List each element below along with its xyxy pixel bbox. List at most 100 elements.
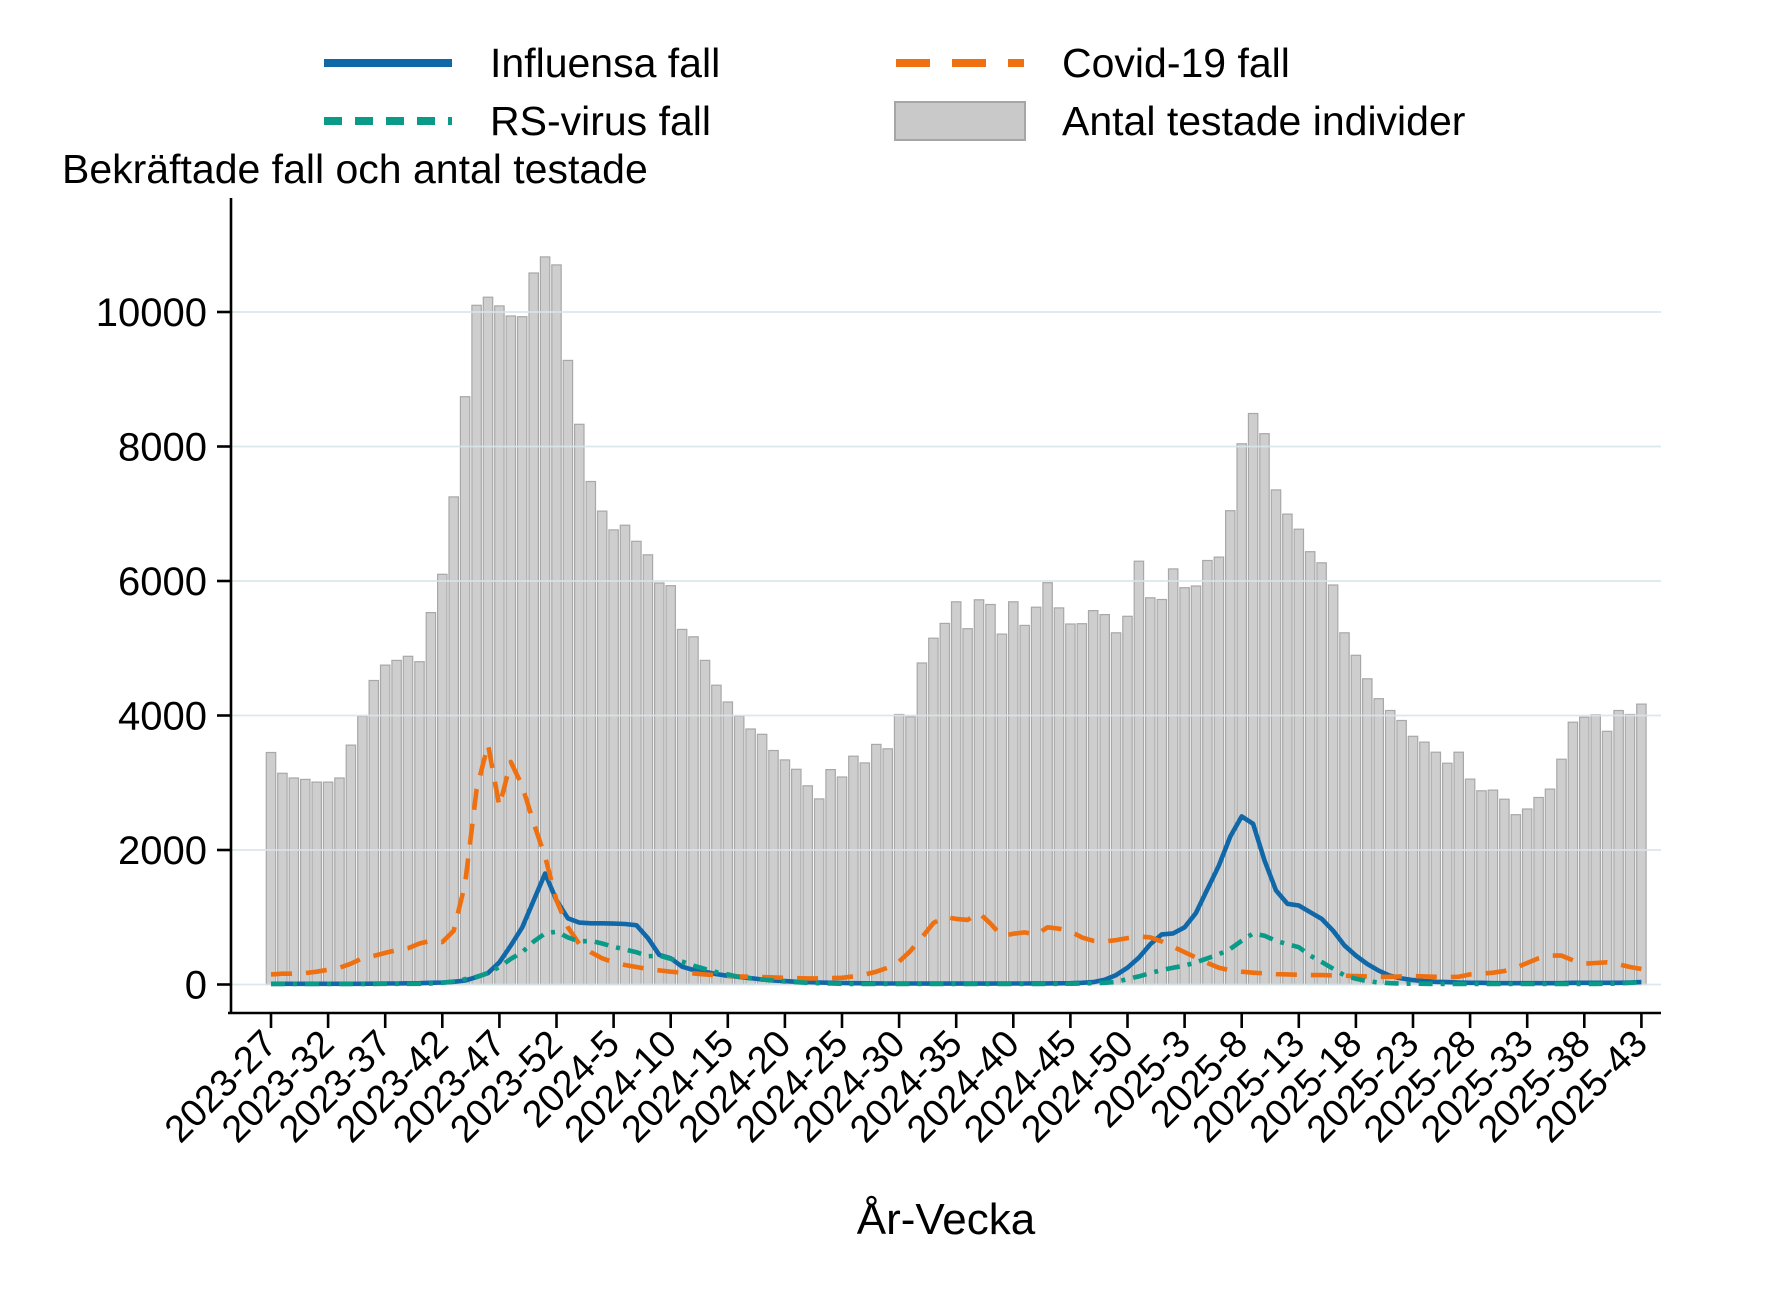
bar-week-2024-45: [1065, 623, 1076, 986]
bar-week-2023-52: [551, 264, 562, 986]
bar-week-2023-41: [425, 611, 437, 986]
bar-week-2025-29: [1476, 790, 1487, 986]
bar-week-2023-47: [494, 305, 505, 986]
legend: Influensa fall Covid-19 fall RS-virus fa…: [322, 34, 1492, 150]
bar-week-2023-33: [334, 777, 345, 986]
bar-week-2024-17: [745, 728, 756, 986]
legend-key-covid-line: [894, 34, 1026, 92]
bar-week-2024-23: [813, 798, 825, 986]
bar-week-2024-49: [1110, 632, 1122, 986]
bar-week-2024-7: [631, 540, 642, 986]
bar-week-2024-33: [928, 637, 939, 986]
bar-week-2024-21: [790, 768, 802, 986]
bar-week-2025-11: [1270, 489, 1282, 986]
bars-antal-testade: [265, 256, 1647, 986]
bar-week-2024-42: [1030, 606, 1042, 986]
bar-week-2024-11: [676, 628, 688, 986]
y-tick-label-2000: 2000: [118, 829, 207, 873]
bar-week-2024-4: [596, 510, 608, 986]
bar-week-2025-24: [1419, 741, 1430, 986]
bar-week-2025-2: [1167, 568, 1179, 986]
bar-week-2024-43: [1042, 582, 1053, 986]
bar-week-2024-28: [870, 743, 882, 986]
bar-week-2024-10: [665, 585, 676, 986]
bar-week-2023-37: [379, 664, 391, 986]
bar-week-2023-29: [288, 777, 300, 986]
bar-week-2025-43: [1636, 703, 1647, 986]
bar-week-2024-9: [653, 582, 665, 986]
bar-week-2024-24: [825, 768, 836, 986]
axes: 02000400060008000100002023-272023-322023…: [96, 198, 1661, 1151]
bar-week-2023-27: [265, 751, 277, 986]
bar-week-2024-50: [1122, 615, 1133, 986]
bar-week-2025-36: [1556, 758, 1567, 986]
bar-week-2025-25: [1430, 751, 1442, 986]
bar-week-2024-5: [608, 529, 619, 986]
bar-week-2025-18: [1350, 654, 1362, 986]
bar-week-2024-47: [1087, 609, 1099, 986]
bar-week-2024-1: [562, 359, 574, 986]
bar-week-2025-31: [1499, 798, 1510, 986]
bar-week-2024-8: [642, 554, 654, 986]
bar-week-2024-15: [722, 701, 734, 986]
bar-week-2024-36: [962, 628, 973, 986]
bar-week-2024-37: [973, 599, 985, 986]
bar-week-2025-8: [1236, 443, 1247, 986]
legend-key-tested-swatch: [894, 92, 1026, 150]
bar-week-2025-22: [1396, 719, 1407, 986]
bar-week-2023-31: [311, 781, 322, 986]
bar-week-2023-28: [277, 772, 288, 986]
bar-week-2024-34: [939, 622, 951, 986]
x-axis-title: År-Vecka: [856, 1195, 1036, 1244]
bar-week-2023-30: [300, 778, 311, 986]
bar-week-2024-29: [882, 748, 893, 986]
legend-label-tested: Antal testade individer: [1062, 97, 1466, 144]
bar-week-2024-13: [699, 659, 711, 986]
bar-week-2025-4: [1190, 585, 1202, 986]
bar-week-2024-2: [573, 423, 585, 986]
bar-week-2025-19: [1361, 678, 1373, 986]
bar-week-2024-52: [1144, 597, 1156, 986]
bar-week-2025-9: [1247, 412, 1259, 986]
y-axis-title: Bekräftade fall och antal testade: [62, 146, 648, 192]
bar-week-2024-40: [1007, 601, 1019, 986]
bar-week-2024-48: [1099, 613, 1110, 986]
bar-week-2025-17: [1339, 632, 1350, 986]
bar-week-2023-38: [391, 659, 402, 986]
bar-week-2024-3: [585, 480, 597, 986]
bar-week-2025-30: [1487, 789, 1499, 986]
y-tick-label-6000: 6000: [118, 560, 207, 604]
bar-week-2023-39: [402, 655, 414, 986]
bar-week-2024-20: [779, 759, 791, 986]
bar-week-2024-18: [756, 733, 768, 986]
bar-week-2025-27: [1453, 751, 1464, 986]
bar-week-2023-32: [322, 781, 334, 986]
bar-week-2023-34: [345, 744, 357, 986]
bar-week-2025-10: [1259, 433, 1270, 986]
bar-week-2025-20: [1373, 698, 1384, 986]
bar-week-2025-23: [1407, 735, 1419, 986]
bar-week-2024-39: [996, 633, 1008, 986]
bar-week-2023-36: [368, 679, 380, 986]
y-tick-label-8000: 8000: [118, 426, 207, 470]
line-influensa-fall: [271, 814, 1642, 987]
bar-week-2024-51: [1133, 560, 1145, 986]
bar-week-2025-1: [1156, 598, 1168, 986]
bar-week-2024-27: [859, 762, 871, 986]
bar-week-2025-14: [1304, 551, 1316, 986]
bar-week-2024-26: [848, 755, 859, 986]
bar-week-2023-48: [505, 315, 517, 986]
bar-week-2025-13: [1293, 528, 1305, 986]
bar-week-2024-14: [711, 684, 722, 986]
legend-label-rsvirus: RS-virus fall: [490, 97, 711, 144]
legend-label-influensa: Influensa fall: [490, 39, 721, 86]
bar-week-2025-12: [1282, 513, 1293, 986]
bar-week-2025-40: [1601, 730, 1613, 986]
bar-week-2024-6: [619, 524, 631, 986]
bar-week-2024-35: [950, 601, 962, 986]
y-tick-label-4000: 4000: [118, 695, 207, 739]
line-covid-19-fall: [270, 742, 1642, 981]
bar-week-2023-42: [437, 573, 448, 986]
